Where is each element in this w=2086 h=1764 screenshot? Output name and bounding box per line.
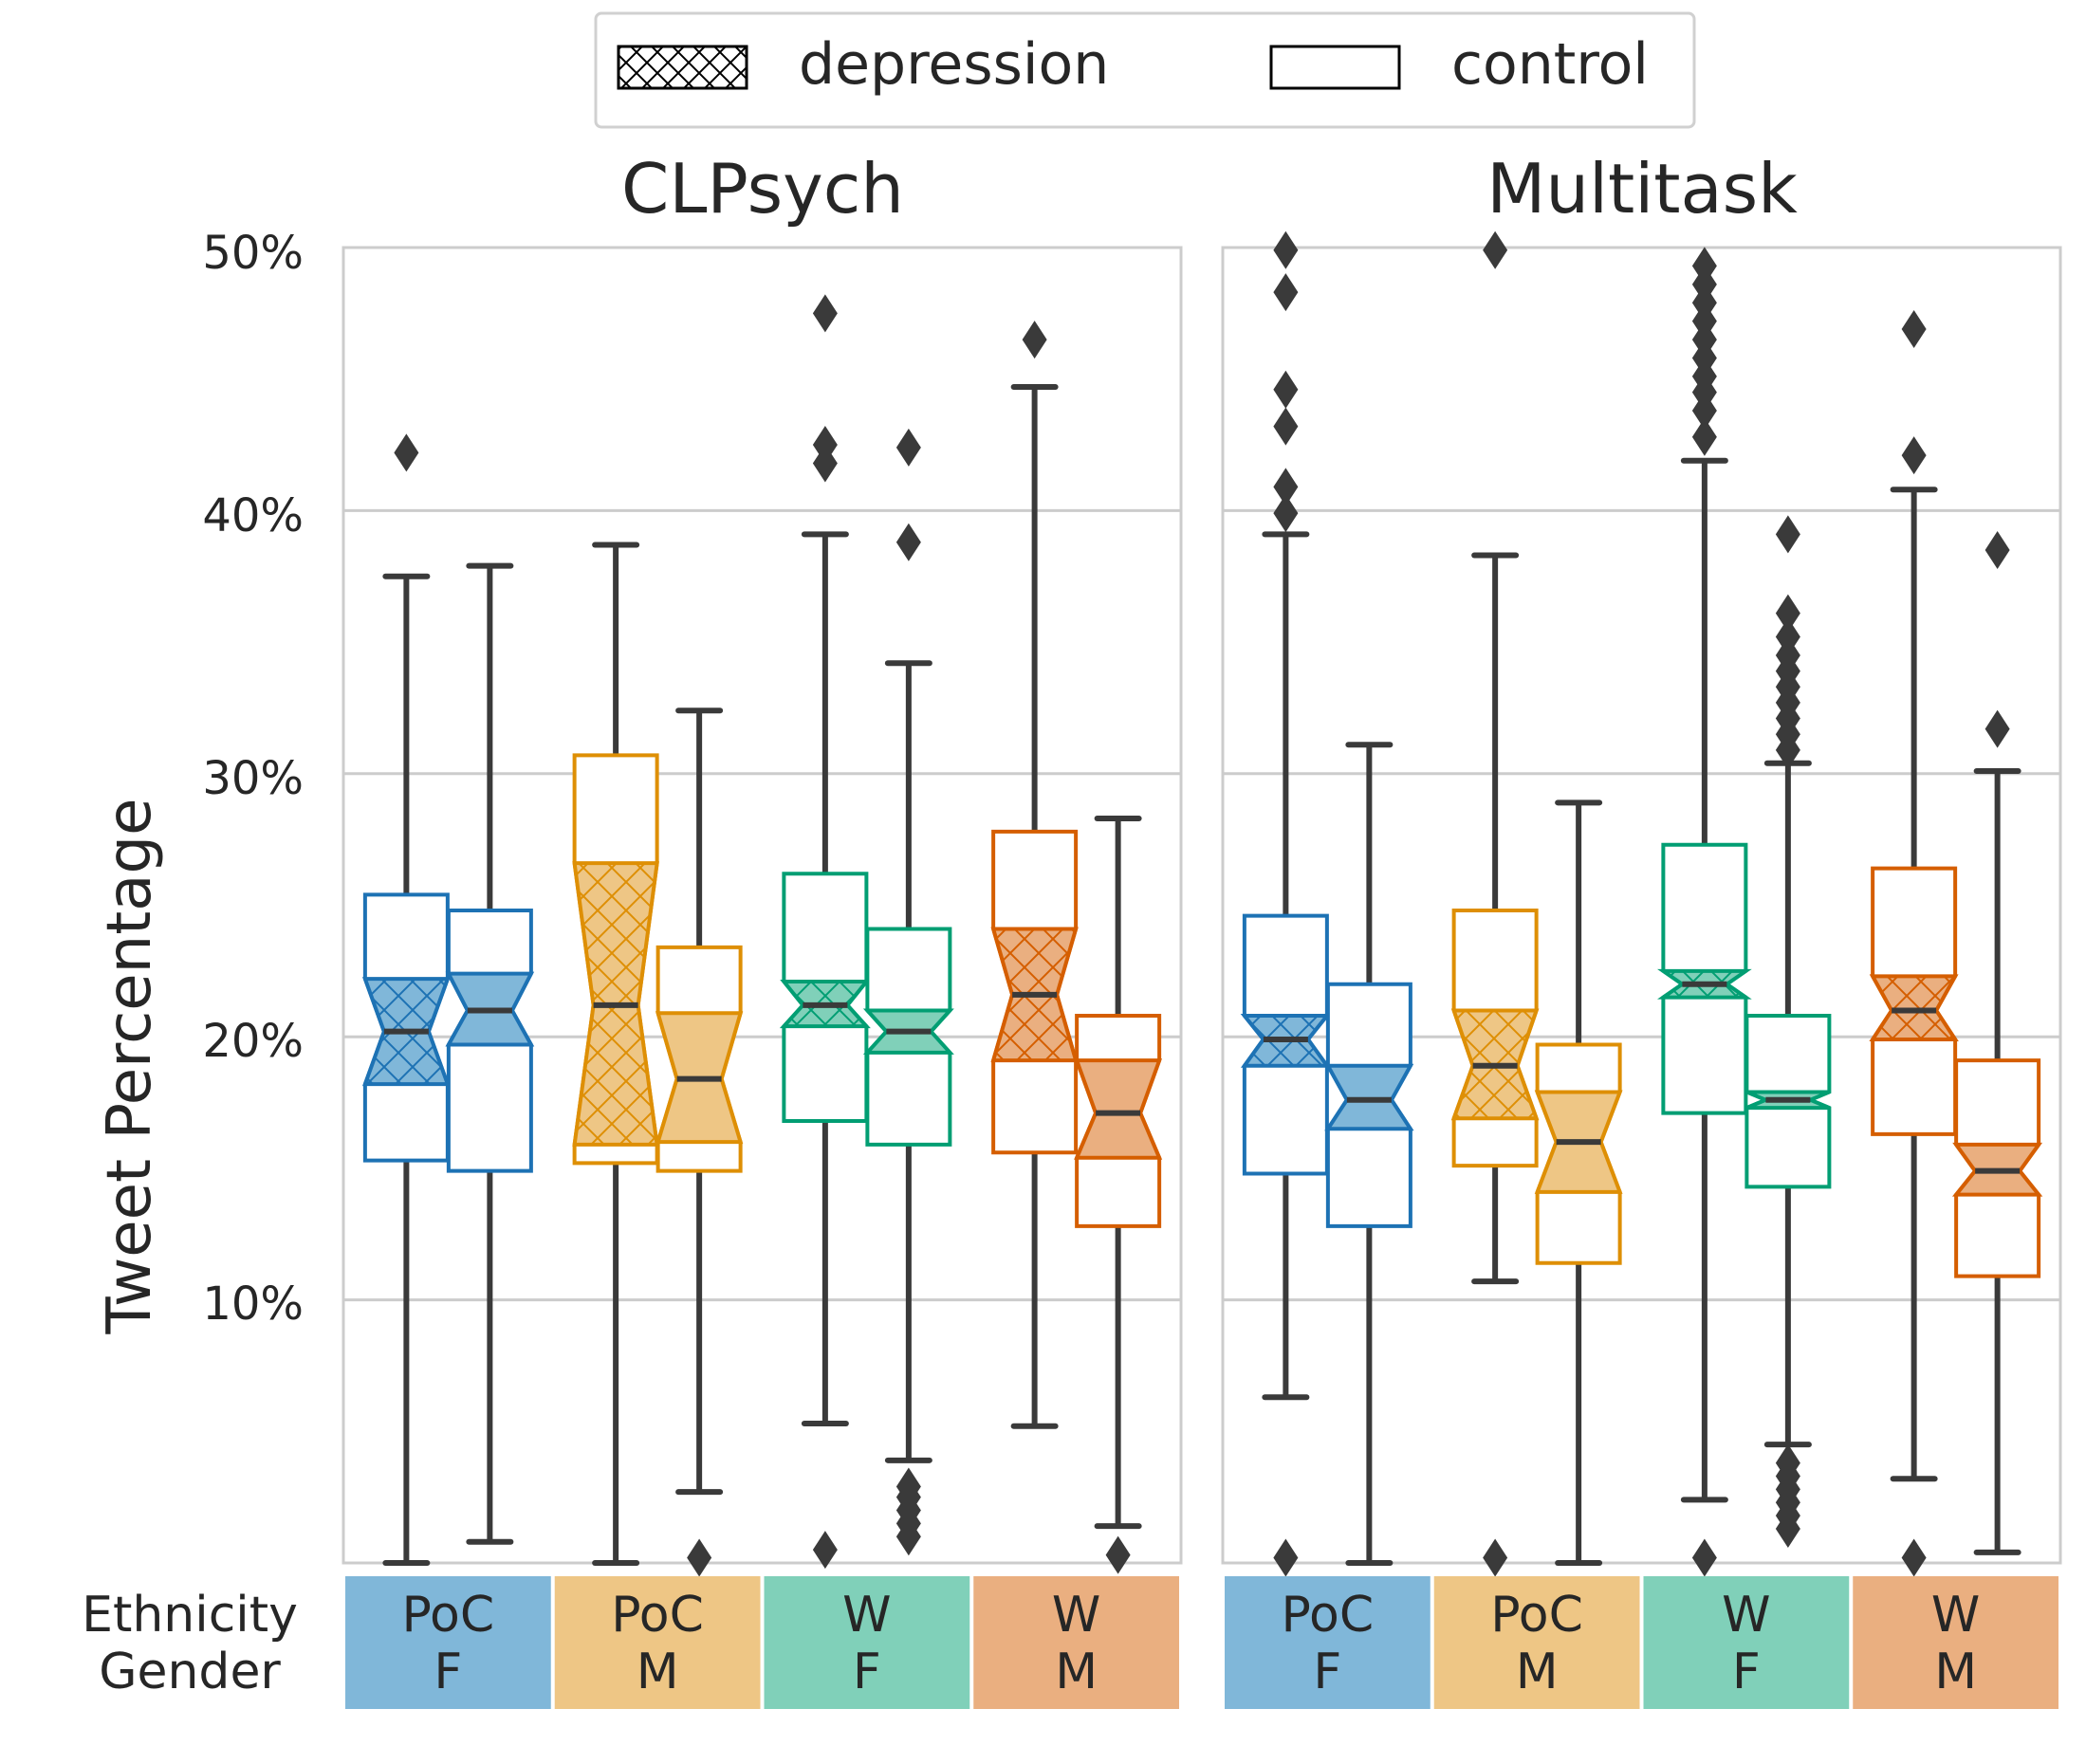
outlier-point — [687, 1538, 712, 1577]
category-ethnicity-label: PoC — [1490, 1587, 1583, 1644]
outlier-point — [812, 294, 838, 333]
row-label-gender: Gender — [99, 1644, 281, 1700]
y-tick-label: 10% — [202, 1277, 304, 1331]
legend-depression-label: depression — [799, 31, 1109, 98]
category-strip-cell — [973, 1576, 1179, 1709]
outlier-point — [1273, 468, 1299, 506]
depression-box-poc-m — [572, 542, 659, 1566]
category-gender-label: M — [1055, 1644, 1098, 1700]
category-strip-cell — [345, 1576, 551, 1709]
category-strip-cell — [1225, 1576, 1431, 1709]
outlier-point — [1984, 531, 2010, 570]
category-ethnicity-label: W — [1722, 1587, 1770, 1644]
outlier-point — [1273, 1538, 1299, 1577]
category-strip-cell — [1433, 1576, 1640, 1709]
outlier-point — [1273, 494, 1299, 533]
category-gender-label: F — [434, 1644, 462, 1700]
panel-frame — [342, 246, 1183, 1565]
outlier-point — [1273, 230, 1299, 269]
outlier-point — [1775, 617, 1800, 656]
legend-frame — [594, 11, 1696, 129]
depression-box-w-m — [990, 321, 1079, 1429]
outlier-point — [812, 1531, 838, 1570]
outlier-point — [895, 428, 921, 467]
outlier-point — [1691, 1538, 1717, 1577]
y-tick-labels: 10% 20% 30% 40% 50% — [202, 227, 304, 1331]
outlier-point — [895, 523, 921, 561]
outlier-point — [1105, 1535, 1131, 1574]
depression-box-w-f — [779, 294, 871, 1570]
depression-box-w-m — [1869, 309, 1959, 1577]
category-gender-label: F — [853, 1644, 881, 1700]
y-axis-label: Tweet Percentage — [95, 798, 165, 1334]
panel-clpsych — [342, 246, 1183, 1577]
category-gender-label: F — [1732, 1644, 1761, 1700]
control-box-w-m — [1951, 531, 2043, 1555]
outlier-point — [1775, 515, 1800, 554]
outlier-point — [1483, 230, 1508, 269]
category-strip-cell — [554, 1576, 761, 1709]
category-ethnicity-label: PoC — [611, 1587, 704, 1644]
outlier-point — [1901, 436, 1927, 475]
depression-box-poc-m — [1450, 230, 1540, 1577]
outlier-point — [812, 426, 838, 465]
outlier-point — [1775, 1443, 1800, 1482]
category-ethnicity-label: W — [1052, 1587, 1100, 1644]
category-ethnicity-label: PoC — [1282, 1587, 1375, 1644]
category-gender-label: F — [1313, 1644, 1341, 1700]
control-box-w-m — [1074, 815, 1163, 1574]
category-gender-label: M — [1934, 1644, 1977, 1700]
category-strip-cell — [1643, 1576, 1850, 1709]
control-box-w-f — [1744, 515, 1832, 1548]
outlier-point — [1273, 407, 1299, 446]
control-box-poc-f — [1324, 742, 1414, 1566]
panel-frame — [1221, 246, 2062, 1565]
y-tick-label: 20% — [202, 1015, 304, 1068]
legend: depression control — [594, 11, 1696, 129]
outlier-point — [895, 1467, 921, 1506]
row-label-ethnicity: Ethnicity — [82, 1587, 298, 1644]
panel-title-clpsych: CLPsych — [621, 149, 904, 229]
control-box-poc-f — [445, 562, 535, 1545]
depression-box-w-f — [1656, 247, 1752, 1577]
legend-control-label: control — [1451, 31, 1649, 98]
legend-depression-swatch — [617, 45, 748, 90]
y-tick-label: 30% — [202, 752, 304, 805]
panel-title-multitask: Multitask — [1486, 149, 1798, 229]
control-box-poc-m — [655, 707, 744, 1577]
outlier-point — [1273, 370, 1299, 409]
box-notch — [1074, 1058, 1163, 1160]
depression-box-poc-f — [1240, 230, 1332, 1577]
y-tick-label: 40% — [202, 489, 304, 542]
outlier-point — [394, 433, 419, 472]
category-gender-label: M — [637, 1644, 679, 1700]
category-ethnicity-label: W — [842, 1587, 891, 1644]
category-gender-label: M — [1516, 1644, 1559, 1700]
outlier-point — [1483, 1538, 1508, 1577]
outlier-point — [1775, 594, 1800, 633]
y-tick-label: 50% — [202, 227, 304, 280]
depression-box-poc-f — [362, 433, 451, 1566]
category-ethnicity-label: W — [1931, 1587, 1980, 1644]
outlier-point — [1691, 247, 1717, 285]
category-ethnicity-label: PoC — [402, 1587, 495, 1644]
outlier-point — [1901, 1538, 1927, 1577]
control-box-poc-m — [1534, 799, 1623, 1566]
outlier-point — [1022, 321, 1047, 359]
outlier-point — [1273, 273, 1299, 312]
outlier-point — [1691, 417, 1717, 456]
outlier-point — [1901, 309, 1927, 348]
outlier-point — [1984, 709, 2010, 748]
category-strip-cell — [764, 1576, 970, 1709]
category-strip-cell — [1853, 1576, 2058, 1709]
panel-multitask — [1221, 230, 2062, 1577]
legend-control-swatch — [1269, 45, 1401, 90]
control-box-w-f — [862, 428, 954, 1556]
